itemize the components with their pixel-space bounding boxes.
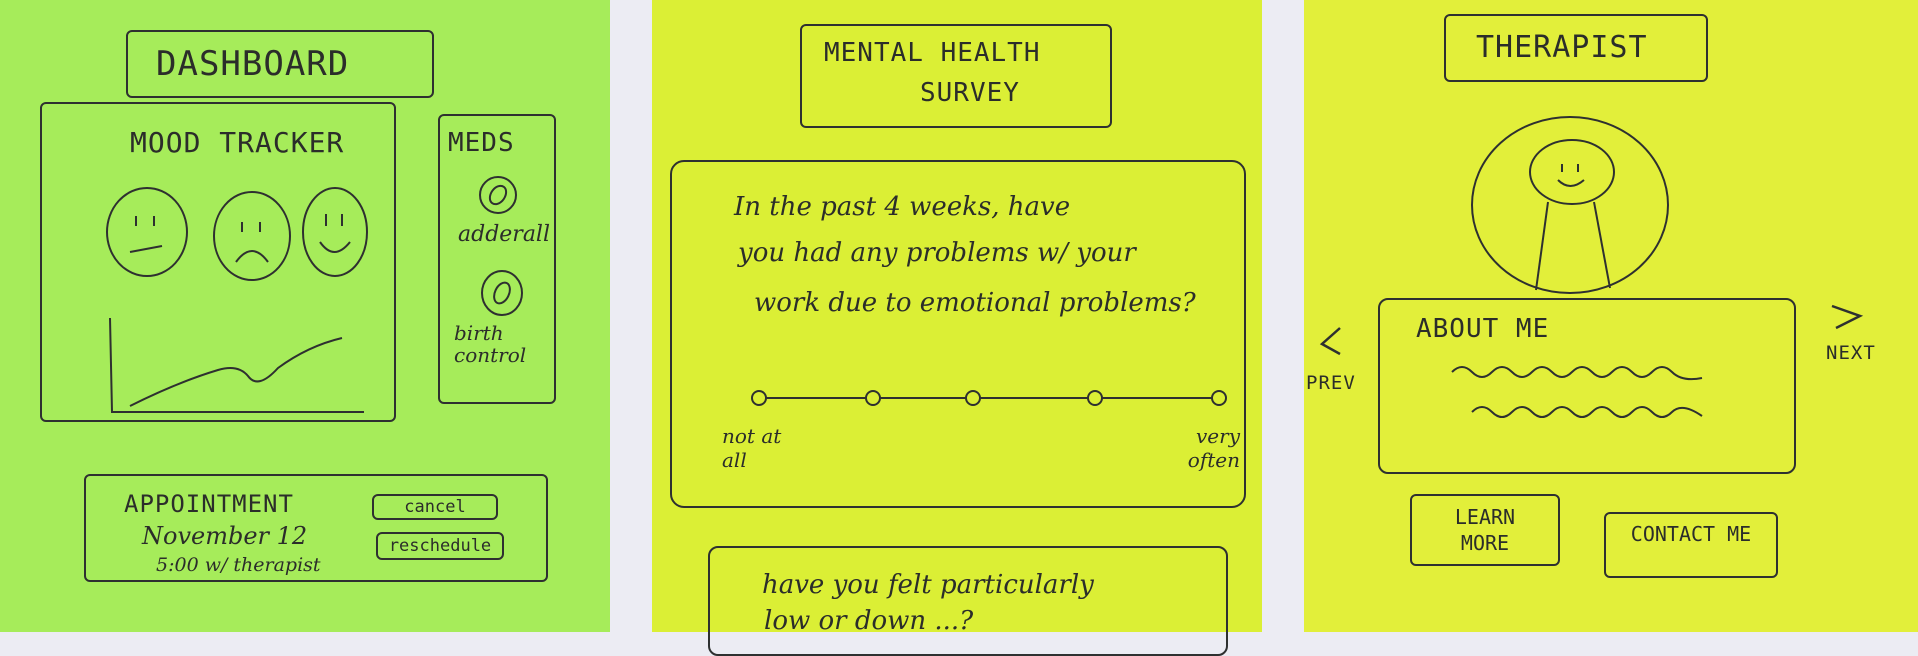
scale-option[interactable] [1210,389,1228,407]
appointment-date: November 12 [142,522,308,550]
neutral-face-icon[interactable] [104,186,190,278]
mood-tracker-heading: MOOD TRACKER [130,126,345,159]
scale-option[interactable] [864,389,882,407]
chevron-right-icon[interactable] [1830,302,1864,330]
question-text-line2: you had any problems w/ your [738,238,1136,268]
question-text-line2: low or down ...? [764,606,974,636]
appointment-heading: APPOINTMENT [124,490,294,518]
survey-question-card: In the past 4 weeks, have you had any pr… [670,160,1246,508]
question-text: In the past 4 weeks, have [734,192,1071,222]
therapist-avatar-icon [1471,116,1669,294]
mood-tracker-panel[interactable]: MOOD TRACKER [40,102,396,422]
survey-sketch: MENTAL HEALTH SURVEY In the past 4 weeks… [652,0,1262,656]
question-text-line3: work due to emotional problems? [754,288,1196,318]
next-button[interactable]: NEXT [1826,342,1876,364]
page-title: DASHBOARD [156,44,350,84]
prev-button[interactable]: PREV [1306,372,1356,394]
learn-more-button[interactable]: LEARN MORE [1410,494,1560,566]
page-title: THERAPIST [1476,30,1648,65]
likert-scale[interactable] [750,388,1230,408]
dashboard-header: DASHBOARD [126,30,434,98]
chevron-left-icon[interactable] [1318,326,1344,356]
scale-option[interactable] [964,389,982,407]
sad-face-icon[interactable] [212,190,292,282]
pill-icon[interactable] [478,174,518,216]
contact-me-button[interactable]: CONTACT ME [1604,512,1778,578]
scale-option[interactable] [1086,389,1104,407]
scale-max-label: very often [1187,424,1240,472]
scale-line [758,397,1220,399]
mood-line-chart [109,317,364,413]
therapist-sketch: THERAPIST ABOUT ME PREV NEXT LEARN MORE … [1304,0,1918,632]
happy-face-icon[interactable] [300,186,370,278]
appointment-detail: 5:00 w/ therapist [156,554,321,576]
dashboard-sketch: DASHBOARD MOOD TRACKER MEDS [0,0,610,632]
page-title: MENTAL HEALTH [824,38,1041,68]
question-text: have you felt particularly [762,570,1094,600]
pill-icon[interactable] [480,270,524,316]
appointment-card: APPOINTMENT November 12 5:00 w/ therapis… [84,474,548,582]
about-me-heading: ABOUT ME [1416,314,1550,344]
scale-min-label: not at all [722,424,782,472]
meds-heading: MEDS [448,128,515,158]
therapist-header: THERAPIST [1444,14,1708,82]
about-me-card: ABOUT ME [1378,298,1796,474]
med-item-label: adderall [458,222,551,247]
meds-panel: MEDS adderall birth control [438,114,556,404]
survey-header: MENTAL HEALTH SURVEY [800,24,1112,128]
page-title-line2: SURVEY [920,78,1020,108]
placeholder-text-scribble [1451,366,1703,418]
survey-question-card-2: have you felt particularly low or down .… [708,546,1228,656]
reschedule-button[interactable]: reschedule [376,532,504,560]
med-item-label: birth control [454,321,527,367]
scale-option[interactable] [750,389,768,407]
cancel-button[interactable]: cancel [372,494,498,520]
